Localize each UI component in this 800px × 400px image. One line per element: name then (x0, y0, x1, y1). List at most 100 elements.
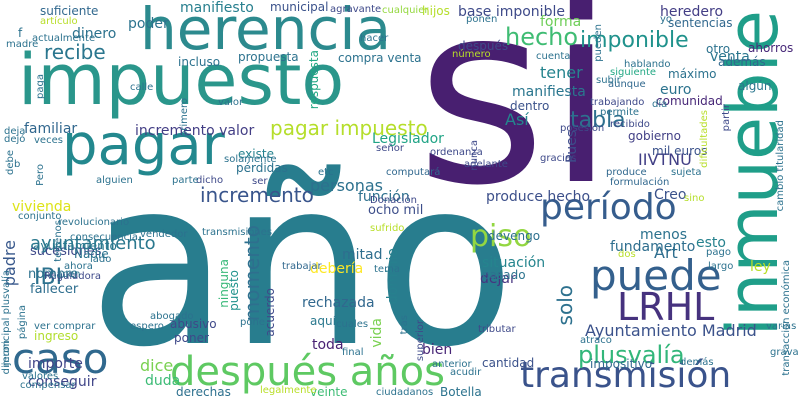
word-116: transacción económica (781, 260, 792, 376)
word-168: ahora (64, 261, 93, 272)
word-18: tabla (570, 108, 626, 133)
word-112: posesión (560, 123, 605, 134)
word-64: gobierno (628, 129, 681, 143)
word-162: página (17, 305, 28, 340)
word-171: consecuencia (70, 232, 139, 243)
word-172: revolucionario (58, 217, 130, 228)
word-143: anterior (432, 359, 472, 370)
word-175: veces (34, 135, 63, 146)
word-145: cuales (336, 319, 369, 330)
word-150: trabajar (282, 261, 322, 272)
word-12: ayuntamiento (30, 233, 156, 254)
word-8: período (540, 187, 677, 228)
word-31: manifiesta (512, 84, 586, 100)
word-19: plusvalía (578, 341, 685, 369)
word-167: Reguladora (44, 271, 101, 282)
word-176: dejó (4, 134, 26, 145)
word-16: imponible (580, 28, 689, 53)
word-14: piso (470, 219, 532, 254)
word-97: agravante (330, 4, 382, 15)
word-40: duda (145, 373, 181, 389)
word-36: función (358, 189, 410, 205)
word-121: adelante (464, 159, 508, 170)
word-166: ver comprar (34, 321, 96, 332)
word-173: terrenos (53, 220, 64, 262)
word-184: artículo (40, 16, 78, 27)
word-91: incluso (178, 55, 221, 69)
word-55: esto (696, 235, 726, 251)
word-83: dentro (510, 99, 550, 113)
word-59: forma (540, 14, 582, 30)
word-44: menos (640, 227, 687, 243)
word-165: compensar (20, 380, 76, 391)
word-25: personas (310, 176, 383, 195)
word-101: sentencias (668, 16, 733, 30)
word-17: recibe (44, 40, 106, 64)
word-73: fallecer (30, 282, 79, 297)
word-11: caso (12, 334, 109, 383)
word-124: etc (318, 167, 334, 178)
word-120: gracias (540, 153, 577, 164)
word-122: ordenanza (430, 147, 483, 158)
word-58: base imponible (458, 4, 565, 20)
word-132: ser (252, 176, 268, 187)
word-141: demás (680, 357, 714, 368)
word-3: herencia (140, 0, 392, 63)
word-29: IIVTNU (638, 150, 692, 169)
word-71: ocho mil (368, 203, 424, 218)
word-182: madre (6, 39, 39, 50)
word-2: impuesto (18, 39, 345, 121)
word-179: primero (179, 98, 190, 138)
word-146: ciudadanos (376, 387, 434, 398)
word-134: Donación (370, 195, 418, 206)
word-34: familiar (24, 121, 78, 137)
word-68: rechazada (302, 295, 375, 311)
word-74: Nadie (74, 247, 109, 261)
word-156: abogado (150, 311, 194, 322)
word-57: Legislador (372, 131, 444, 147)
word-48: debería (310, 261, 364, 277)
word-106: hablando (624, 59, 671, 70)
word-77: veinte (310, 385, 348, 399)
word-45: Art (654, 243, 678, 262)
word-63: algún (738, 79, 772, 93)
word-32: Así (505, 110, 529, 129)
word-76: derechas (176, 385, 231, 399)
word-37: incremento valor (135, 123, 255, 139)
word-52: heredero (660, 4, 724, 20)
word-152: sufrido (370, 223, 405, 234)
word-191: yo (660, 14, 673, 25)
word-95: municipal (270, 0, 329, 14)
word-187: pueden (593, 24, 604, 62)
word-178: valor (218, 97, 244, 108)
word-9: puede (590, 251, 722, 300)
word-65: mil euros (652, 144, 708, 158)
word-104: otro (706, 42, 731, 56)
word-139: atraco (580, 335, 612, 346)
word-96: suficiente (40, 4, 99, 18)
word-185: hacer (360, 33, 389, 44)
word-125: señor (376, 143, 404, 154)
word-151: tema (374, 264, 400, 275)
word-192: número (452, 49, 491, 60)
word-118: produce (606, 167, 647, 178)
word-13: pagar impuesto (270, 116, 428, 140)
word-186: ponen (466, 14, 498, 25)
word-140: grava (770, 347, 799, 358)
word-149: superior (415, 320, 426, 362)
word-42: mitad (342, 247, 383, 263)
word-117: sujeta (671, 167, 702, 178)
word-80: impositivo (590, 357, 653, 371)
word-115: cambio titularidad (775, 120, 786, 212)
word-163: dijeron (1, 340, 12, 375)
word-26: manifiesto (180, 0, 254, 16)
word-41: toda (312, 337, 344, 353)
word-10: LRHL (617, 285, 715, 329)
word-6: después años (170, 349, 445, 395)
word-127: pérdidas (236, 161, 288, 175)
word-123: nunca (469, 140, 480, 171)
word-128: solamente (224, 154, 277, 165)
word-159: transmisiones (202, 227, 273, 238)
word-114: partir (721, 104, 732, 132)
